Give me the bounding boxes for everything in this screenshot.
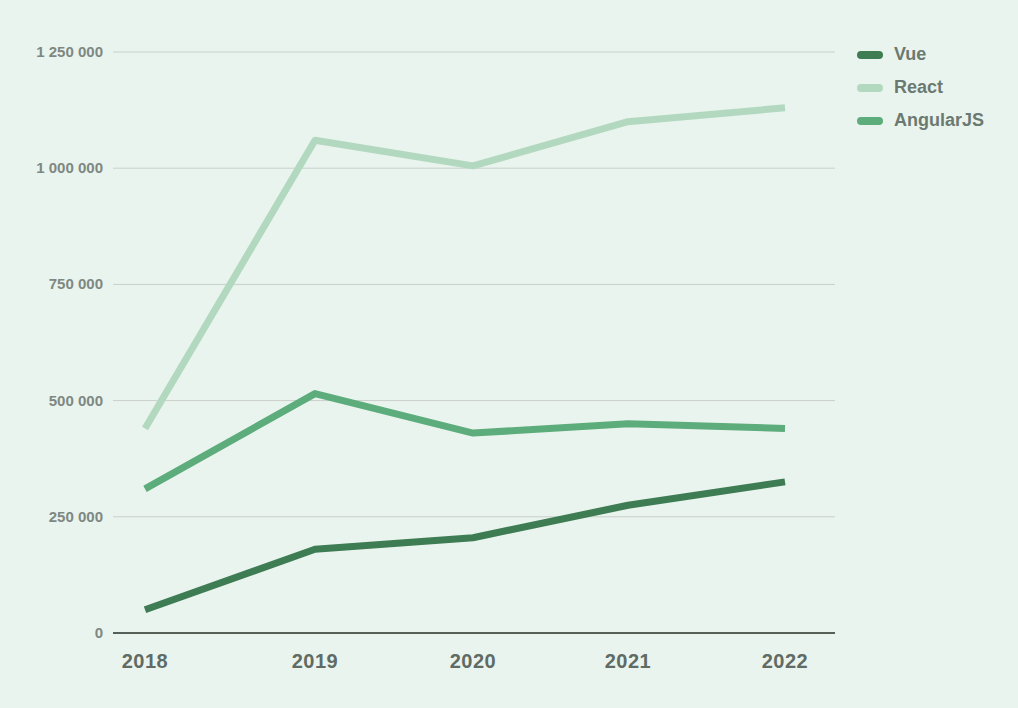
legend-item-react[interactable]: React (857, 76, 984, 99)
legend-swatch-vue (857, 51, 883, 59)
legend-item-angularjs[interactable]: AngularJS (857, 109, 984, 132)
series-line-react[interactable] (145, 108, 785, 429)
legend-swatch-angularjs (857, 117, 883, 125)
chart-legend: Vue React AngularJS (857, 43, 984, 132)
x-tick-label: 2020 (450, 650, 497, 672)
y-tick-label: 0 (95, 624, 103, 641)
y-tick-label: 1 000 000 (36, 159, 103, 176)
x-tick-label: 2018 (122, 650, 169, 672)
legend-label-vue: Vue (894, 44, 926, 65)
series-line-vue[interactable] (145, 482, 785, 610)
y-tick-label: 500 000 (49, 392, 103, 409)
legend-swatch-react (857, 84, 883, 92)
line-chart: 0 250 000 500 000 750 000 1 000 000 1 250 000… (0, 0, 1018, 708)
legend-label-angularjs: AngularJS (894, 110, 984, 131)
y-tick-label: 250 000 (49, 508, 103, 525)
x-tick-label: 2021 (605, 650, 652, 672)
y-tick-label: 1 250 000 (36, 43, 103, 60)
x-tick-label: 2019 (292, 650, 339, 672)
x-tick-label: 2022 (762, 650, 809, 672)
legend-item-vue[interactable]: Vue (857, 43, 984, 66)
series-line-angularjs[interactable] (145, 394, 785, 489)
y-tick-label: 750 000 (49, 275, 103, 292)
legend-label-react: React (894, 77, 943, 98)
